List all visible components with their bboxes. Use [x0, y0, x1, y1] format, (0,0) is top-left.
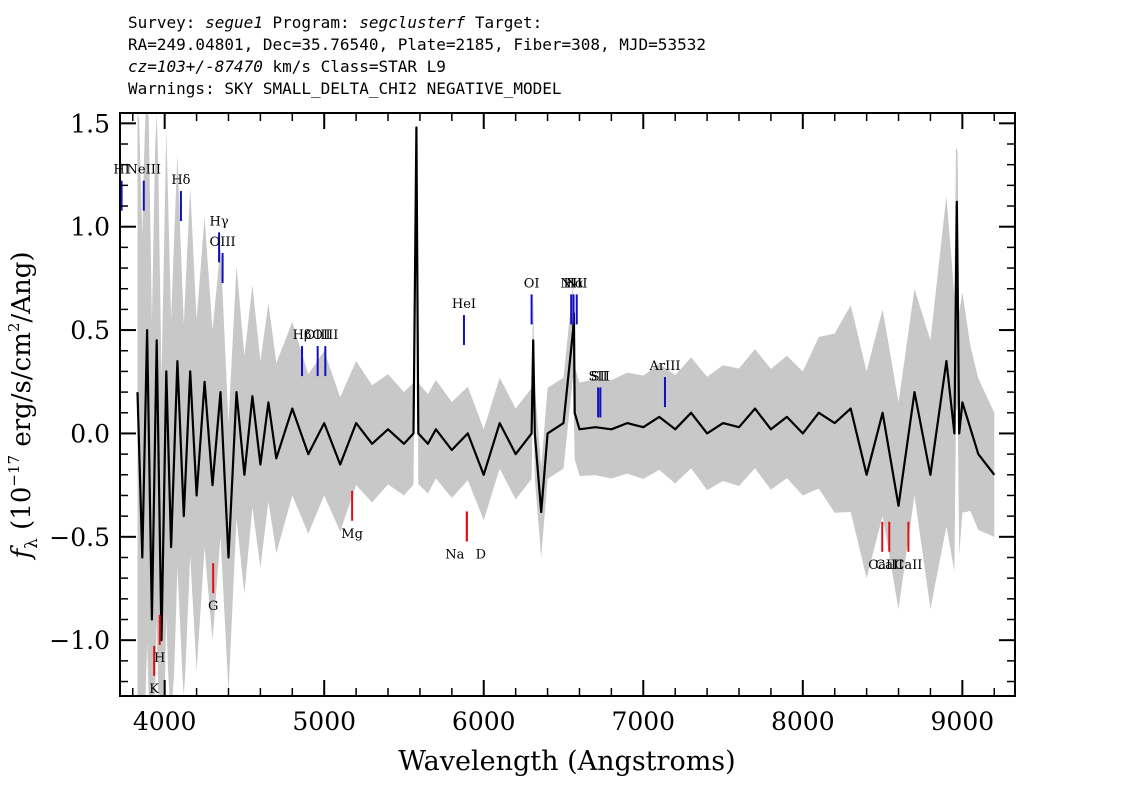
emission-line-label: NeIII [127, 163, 161, 178]
y-axis-label: fλ (10−17 erg/s/cm2/Ang) [5, 252, 42, 561]
x-tick-label: 4000 [133, 707, 197, 736]
header-line-1: Survey: segue1 Program: segclusterf Targ… [128, 12, 706, 34]
x-tick-label: 6000 [452, 707, 516, 736]
absorption-line-label: H [154, 651, 165, 666]
emission-line-label: Hδ [171, 173, 190, 188]
emission-line-label: OIII [210, 235, 236, 250]
header-line-3: cz=103+/-87470 km/s Class=STAR L9 [128, 56, 706, 78]
cz-value: cz=103+/-87470 [128, 57, 263, 76]
emission-line-label: OIII [305, 328, 331, 343]
x-tick-label: 5000 [292, 707, 356, 736]
flux-layer [136, 126, 996, 642]
emission-line-label: ArIII [648, 359, 680, 374]
emission-line-label: OI [524, 276, 540, 291]
absorption-line-label: G [208, 599, 218, 614]
y-tick-label: 1.0 [70, 213, 110, 242]
survey-value: segue1 [205, 13, 263, 32]
x-axis-label: Wavelength (Angstroms) [398, 746, 735, 777]
class-text: Class=STAR L9 [320, 57, 446, 76]
y-tick-label: −1.0 [49, 626, 110, 655]
flux-series-line [136, 126, 996, 642]
plot-frame [119, 112, 1016, 697]
emission-line-label: Hγ [210, 214, 229, 229]
x-tick-label: 7000 [611, 707, 675, 736]
y-tick-label: 0.0 [70, 419, 110, 448]
emission-line-label: Hβ [293, 328, 312, 343]
survey-label: Survey: [128, 13, 196, 32]
header-line-4: Warnings: SKY SMALL_DELTA_CHI2 NEGATIVE_… [128, 79, 562, 98]
program-label: Program: [272, 13, 350, 32]
emission-line-label: SII [591, 369, 610, 384]
x-tick-label: 8000 [771, 707, 835, 736]
y-tick-label: 1.5 [70, 109, 110, 138]
header-line-2: RA=249.04801, Dec=35.76540, Plate=2185, … [128, 35, 706, 54]
svg-text:fλ (10−17 erg/s/cm2/Ang): fλ (10−17 erg/s/cm2/Ang) [5, 252, 42, 561]
absorption-line-label: Mg [341, 527, 363, 542]
axis-ticks-layer: 4000 5000 6000 7000 8000 9000 −1.0 −0.5 0.0 0.5 1.… [49, 109, 1015, 736]
absorption-line-label: CaII [894, 558, 922, 573]
absorption-line-label: Na [445, 547, 464, 562]
emission-line-label: SII [589, 369, 608, 384]
program-value: segclusterf [359, 13, 466, 32]
x-tick-label: 9000 [931, 707, 995, 736]
y-tick-label: −0.5 [49, 523, 110, 552]
target-label: Target: [474, 13, 543, 32]
absorption-line-label: CaII [868, 558, 896, 573]
y-tick-label: 0.5 [70, 316, 110, 345]
absorption-line-label: CaII [875, 558, 903, 573]
emission-line-label: NII [566, 276, 588, 291]
emission-line-label: NII [560, 276, 582, 291]
spectrum-header: Survey: segue1 Program: segclusterf Targ… [128, 12, 706, 100]
emission-line-label: OIII [312, 328, 338, 343]
emission-line-label: HI [113, 163, 129, 178]
emission-line-label: HeI [452, 297, 476, 312]
absorption-line-label: D [476, 547, 486, 562]
absorption-line-label: K [149, 682, 159, 697]
emission-line-label: Hα [563, 276, 583, 291]
cz-unit: km/s [272, 57, 312, 76]
